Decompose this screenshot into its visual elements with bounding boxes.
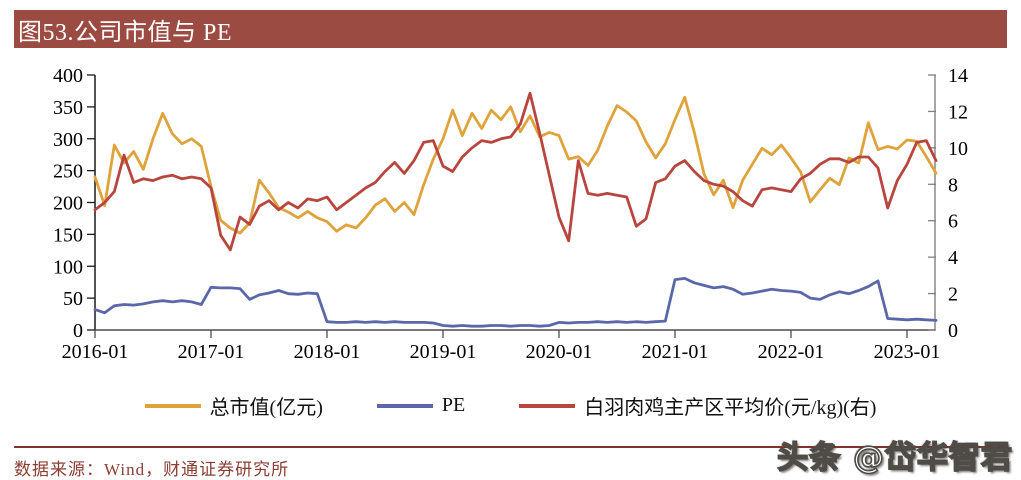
x-axis-tick-label: 2021-01 [642, 341, 709, 363]
x-axis-tick-label: 2019-01 [410, 341, 477, 363]
pe-line [93, 276, 938, 328]
data-source-note: 数据来源：Wind，财通证券研究所 [14, 460, 290, 479]
x-axis-tick-label: 2018-01 [294, 341, 361, 363]
legend-item-broiler-price: 白羽肉鸡主产区平均价(元/kg)(右) [519, 391, 876, 420]
market-cap-line-swatch [144, 403, 201, 408]
left-axis-tick-label: 150 [53, 224, 83, 246]
x-axis-tick-label: 2016-01 [62, 341, 129, 363]
right-axis-tick-label: 10 [948, 138, 968, 160]
left-axis-tick-label: 250 [53, 161, 83, 183]
x-axis-tick-label: 2023-01 [874, 341, 941, 363]
left-axis-tick-label: 350 [53, 97, 83, 119]
right-axis-tick-label: 14 [948, 65, 968, 87]
right-axis-tick-label: 12 [948, 101, 968, 123]
legend-label-broiler-price: 白羽肉鸡主产区平均价(元/kg)(右) [584, 397, 877, 419]
legend-label-pe: PE [441, 394, 466, 416]
legend-item-pe: PE [376, 394, 466, 417]
legend-label-market-cap: 总市值(亿元) [209, 397, 323, 419]
right-axis-tick-label: 4 [948, 247, 958, 269]
pe-line-swatch [376, 403, 433, 408]
market-cap-line [93, 95, 938, 235]
broiler-price-line [93, 91, 938, 252]
x-axis-tick-label: 2022-01 [758, 341, 825, 363]
broiler-price-line-swatch [519, 403, 576, 408]
left-axis-tick-label: 0 [73, 320, 83, 342]
footer-divider [14, 446, 1007, 448]
chart-legend: 总市值(亿元) PE 白羽肉鸡主产区平均价(元/kg)(右) [0, 391, 1021, 420]
toutiao-watermark: 头条 @岱华智君 [776, 439, 1013, 477]
legend-item-market-cap: 总市值(亿元) [144, 391, 323, 420]
right-axis-tick-label: 8 [948, 174, 958, 196]
left-axis-tick-label: 100 [53, 256, 83, 278]
left-axis-tick-label: 200 [53, 193, 83, 215]
x-axis-tick-label: 2017-01 [178, 341, 245, 363]
left-axis-tick-label: 50 [63, 288, 83, 310]
figure-title-bar: 图53.公司市值与 PE [14, 10, 1007, 48]
right-axis-tick-label: 0 [948, 320, 958, 342]
x-axis-tick-label: 2020-01 [526, 341, 593, 363]
left-axis-tick-label: 300 [53, 129, 83, 151]
figure-title: 图53.公司市值与 PE [18, 19, 233, 46]
right-axis-tick-label: 2 [948, 284, 958, 306]
right-axis-tick-label: 6 [948, 211, 958, 233]
left-axis-tick-label: 400 [53, 65, 83, 87]
